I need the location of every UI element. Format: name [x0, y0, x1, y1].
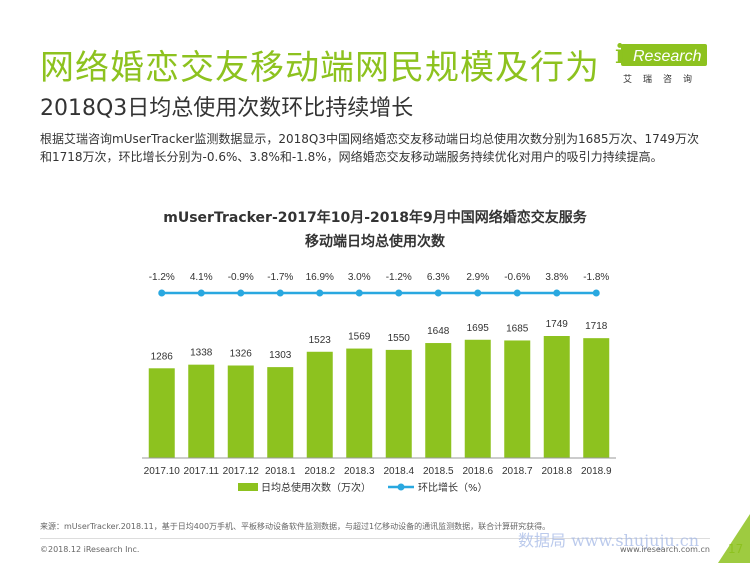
bar-label-2018.7: 1685: [506, 323, 529, 334]
growth-point-2018.8: [553, 289, 561, 297]
x-tick-2018.6: 2018.6: [462, 466, 493, 477]
page-subtitle: 2018Q3日均总使用次数环比持续增长: [40, 96, 414, 121]
description-text: 根据艾瑞咨询mUserTracker监测数据显示，2018Q3中国网络婚恋交友移…: [40, 132, 700, 164]
bar-label-2018.5: 1648: [427, 326, 450, 337]
x-tick-2018.4: 2018.4: [383, 466, 414, 477]
legend-line-marker: [397, 483, 405, 491]
bar-2018.1: [267, 367, 294, 458]
growth-label-2018.3: 3.0%: [348, 272, 371, 283]
bar-2017.10: [148, 368, 175, 458]
x-tick-2018.8: 2018.8: [541, 466, 572, 477]
x-tick-2018.9: 2018.9: [581, 466, 612, 477]
x-tick-2018.3: 2018.3: [344, 466, 375, 477]
bar-label-2018.4: 1550: [388, 333, 411, 344]
bar-2017.12: [227, 365, 254, 458]
bar-2018.4: [385, 349, 412, 458]
x-tick-2018.5: 2018.5: [423, 466, 454, 477]
growth-point-2018.5: [434, 289, 442, 297]
legend-bar-label: 日均总使用次数（万次）: [261, 481, 371, 494]
bar-2018.6: [464, 339, 491, 458]
bar-label-2018.3: 1569: [348, 332, 371, 343]
bar-label-2018.1: 1303: [269, 350, 292, 361]
bar-label-2017.12: 1326: [230, 349, 253, 360]
growth-point-2017.12: [237, 289, 245, 297]
corner-decoration: [718, 514, 750, 563]
x-tick-2018.1: 2018.1: [265, 466, 296, 477]
x-tick-2018.2: 2018.2: [304, 466, 335, 477]
bar-label-2018.2: 1523: [309, 335, 332, 346]
x-tick-2017.12: 2017.12: [223, 466, 260, 477]
chart-title-line2: 移动端日均总使用次数: [305, 234, 445, 250]
bar-2018.9: [583, 338, 610, 458]
growth-label-2017.11: 4.1%: [190, 272, 213, 283]
logo-banner: Research: [621, 44, 707, 66]
bar-2018.5: [425, 343, 452, 458]
copyright-text: ©2018.12 iResearch Inc.: [40, 545, 140, 554]
growth-label-2018.5: 6.3%: [427, 272, 450, 283]
growth-point-2018.9: [592, 289, 600, 297]
x-tick-2018.7: 2018.7: [502, 466, 533, 477]
growth-label-2018.2: 16.9%: [306, 272, 334, 283]
growth-label-2018.1: -1.7%: [267, 272, 293, 283]
bar-label-2018.9: 1718: [585, 321, 608, 332]
growth-label-2018.4: -1.2%: [386, 272, 412, 283]
bar-label-2018.6: 1695: [467, 323, 490, 334]
legend-bar-swatch: [238, 483, 258, 491]
growth-label-2018.6: 2.9%: [466, 272, 489, 283]
bar-label-2017.11: 1338: [190, 348, 213, 359]
legend-line-label: 环比增长（%）: [418, 481, 488, 494]
chart-title-line1: mUserTracker-2017年10月-2018年9月中国网络婚恋交友服务: [163, 210, 587, 226]
logo-brand-text: Research: [633, 48, 702, 65]
bar-2018.3: [346, 348, 373, 458]
growth-point-2018.7: [513, 289, 521, 297]
growth-label-2018.9: -1.8%: [583, 272, 609, 283]
site-url: www.iresearch.com.cn: [620, 545, 710, 554]
logo-i-mark: i: [615, 40, 625, 70]
growth-point-2018.1: [276, 289, 284, 297]
bar-2018.2: [306, 351, 333, 458]
iresearch-logo: Research i 艾瑞咨询: [615, 40, 725, 90]
growth-label-2017.12: -0.9%: [228, 272, 254, 283]
growth-point-2018.2: [316, 289, 324, 297]
source-note: 来源：mUserTracker.2018.11，基于日均400万手机、平板移动设…: [40, 522, 551, 531]
growth-label-2018.8: 3.8%: [545, 272, 568, 283]
logo-cn-text: 艾瑞咨询: [623, 75, 704, 85]
growth-point-2018.3: [355, 289, 363, 297]
x-tick-2017.11: 2017.11: [184, 466, 220, 477]
growth-point-2017.11: [197, 289, 205, 297]
growth-label-2018.7: -0.6%: [504, 272, 530, 283]
bar-2017.11: [188, 364, 215, 458]
page-title: 网络婚恋交友移动端网民规模及行为: [40, 48, 600, 88]
bar-label-2017.10: 1286: [151, 351, 174, 362]
bar-2018.8: [543, 336, 570, 458]
growth-label-2017.10: -1.2%: [149, 272, 175, 283]
bar-label-2018.8: 1749: [546, 319, 569, 330]
growth-point-2018.4: [395, 289, 403, 297]
x-tick-2017.10: 2017.10: [144, 466, 181, 477]
page-number: 17: [728, 542, 744, 556]
growth-point-2017.10: [158, 289, 166, 297]
growth-point-2018.6: [474, 289, 482, 297]
footer-divider: [40, 538, 710, 539]
bar-2018.7: [504, 340, 531, 458]
watermark-text: 数据局 www.shujuju.cn: [518, 531, 700, 550]
